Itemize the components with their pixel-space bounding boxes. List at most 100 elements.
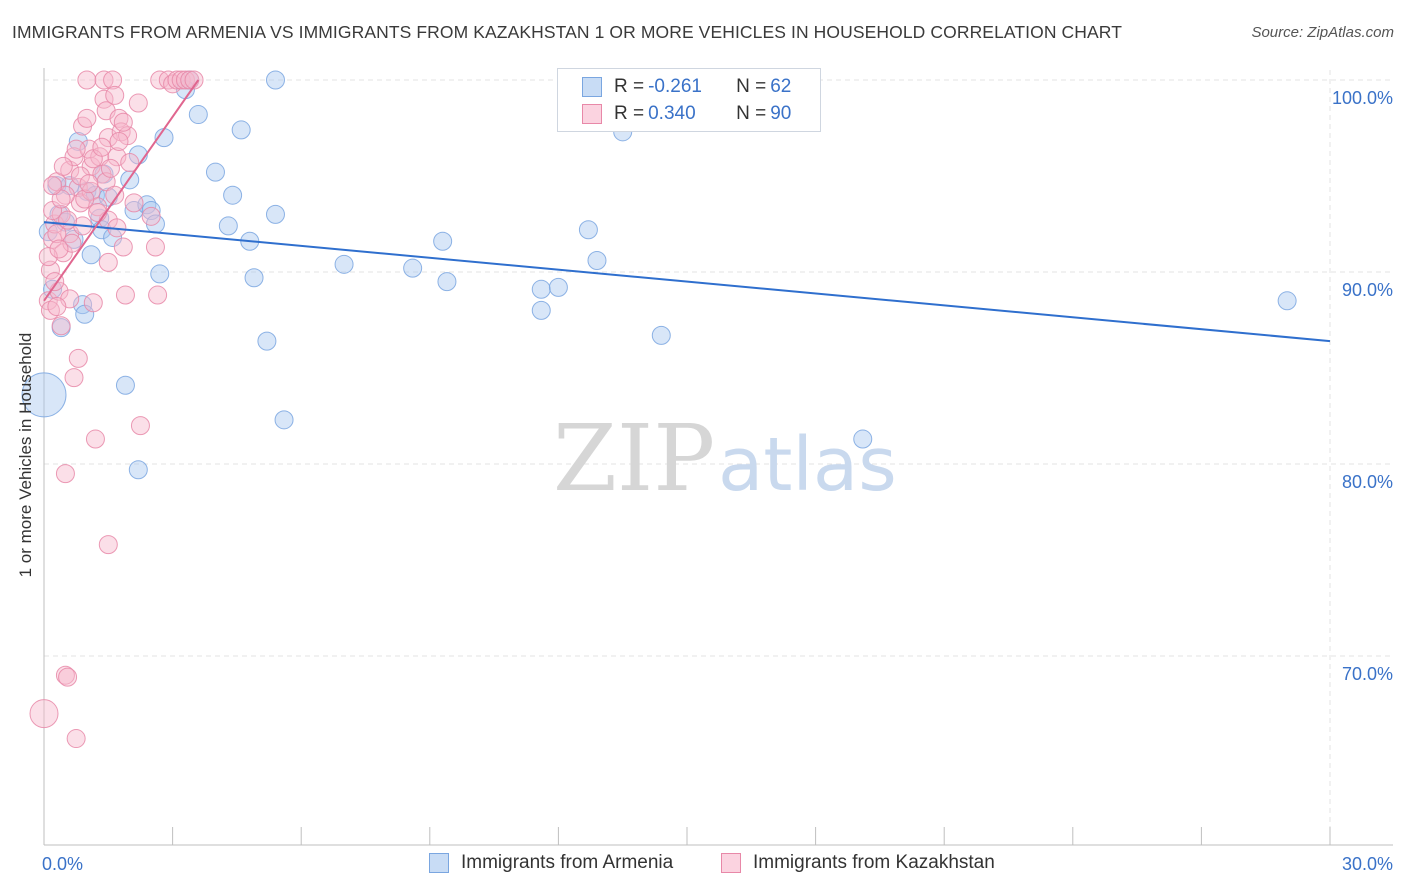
kazakhstan-point[interactable]: [98, 128, 118, 148]
kazakhstan-point[interactable]: [77, 108, 97, 128]
armenia-point[interactable]: [433, 231, 453, 251]
armenia-point[interactable]: [188, 105, 208, 125]
x-tick-label: 30.0%: [1342, 854, 1393, 874]
y-tick-label: 100.0%: [1332, 88, 1393, 108]
kazakhstan-point[interactable]: [141, 206, 161, 226]
armenia-point[interactable]: [231, 120, 251, 140]
legend-kazakhstan-label: Immigrants from Kazakhstan: [753, 852, 995, 873]
watermark-atlas: atlas: [718, 422, 897, 508]
armenia-point[interactable]: [81, 245, 101, 265]
armenia-r-value: -0.261: [648, 76, 702, 97]
kazakhstan-point[interactable]: [120, 153, 140, 173]
y-axis-label: 1 or more Vehicles in Household: [16, 332, 35, 578]
armenia-point[interactable]: [578, 220, 598, 240]
armenia-point[interactable]: [403, 258, 423, 278]
kazakhstan-point[interactable]: [75, 189, 95, 209]
kazakhstan-point[interactable]: [103, 70, 123, 90]
kazakhstan-point[interactable]: [100, 158, 120, 178]
kazakhstan-point[interactable]: [68, 348, 88, 368]
kazakhstan-point[interactable]: [79, 174, 99, 194]
chart-title: IMMIGRANTS FROM ARMENIA VS IMMIGRANTS FR…: [12, 22, 1123, 42]
armenia-point[interactable]: [531, 279, 551, 299]
kazakhstan-point[interactable]: [128, 93, 148, 113]
armenia-point[interactable]: [548, 277, 568, 297]
legend-item-kazakhstan[interactable]: Immigrants from Kazakhstan: [721, 852, 995, 874]
armenia-point[interactable]: [218, 216, 238, 236]
kazakhstan-point[interactable]: [98, 252, 118, 272]
armenia-point[interactable]: [128, 460, 148, 480]
armenia-point[interactable]: [437, 272, 457, 292]
armenia-point[interactable]: [244, 268, 264, 288]
armenia-point[interactable]: [115, 375, 135, 395]
armenia-point[interactable]: [265, 70, 285, 90]
y-tick-label: 90.0%: [1342, 280, 1393, 300]
kazakhstan-point[interactable]: [94, 89, 114, 109]
kazakhstan-r-label: R =: [614, 103, 645, 124]
kazakhstan-point[interactable]: [115, 285, 135, 305]
kazakhstan-point[interactable]: [77, 70, 97, 90]
armenia-point[interactable]: [1277, 291, 1297, 311]
kazakhstan-point[interactable]: [66, 729, 86, 749]
armenia-point[interactable]: [21, 372, 67, 418]
kazakhstan-point[interactable]: [43, 176, 63, 196]
armenia-point[interactable]: [265, 204, 285, 224]
kazakhstan-point[interactable]: [64, 147, 84, 167]
kazakhstan-point[interactable]: [29, 699, 59, 729]
stats-box: R = -0.261 N = 62 R = 0.340 N = 90: [557, 68, 821, 132]
kazakhstan-point[interactable]: [64, 368, 84, 388]
stats-row-kazakhstan: R = 0.340 N = 90: [582, 101, 791, 127]
kazakhstan-point[interactable]: [49, 239, 69, 259]
kazakhstan-point[interactable]: [107, 147, 127, 167]
kazakhstan-point[interactable]: [58, 667, 78, 687]
kazakhstan-point[interactable]: [53, 156, 73, 176]
armenia-point[interactable]: [205, 162, 225, 182]
kazakhstan-point[interactable]: [88, 202, 108, 222]
legend-armenia-label: Immigrants from Armenia: [461, 852, 674, 873]
kazakhstan-point[interactable]: [47, 297, 67, 317]
kazakhstan-point[interactable]: [92, 137, 112, 157]
armenia-point[interactable]: [68, 131, 88, 151]
kazakhstan-point[interactable]: [45, 272, 65, 292]
kazakhstan-point[interactable]: [124, 193, 144, 213]
kazakhstan-point[interactable]: [51, 189, 71, 209]
kazakhstan-point[interactable]: [98, 535, 118, 555]
kazakhstan-point[interactable]: [62, 233, 82, 253]
watermark-zip: ZIP: [553, 405, 715, 512]
kazakhstan-point[interactable]: [148, 285, 168, 305]
kazakhstan-point[interactable]: [109, 131, 129, 151]
kazakhstan-r-value: 0.340: [648, 103, 696, 124]
armenia-point[interactable]: [853, 429, 873, 449]
kazakhstan-point[interactable]: [83, 293, 103, 313]
kazakhstan-point[interactable]: [130, 416, 150, 436]
kazakhstan-point[interactable]: [55, 464, 75, 484]
kazakhstan-point[interactable]: [184, 70, 204, 90]
armenia-point[interactable]: [257, 331, 277, 351]
armenia-point[interactable]: [587, 250, 607, 270]
kazakhstan-point[interactable]: [105, 185, 125, 205]
kazakhstan-point[interactable]: [47, 224, 67, 244]
kazakhstan-n-label: N =: [736, 103, 767, 124]
armenia-point[interactable]: [651, 325, 671, 345]
armenia-point[interactable]: [334, 254, 354, 274]
kazakhstan-point[interactable]: [85, 429, 105, 449]
armenia-point[interactable]: [531, 300, 551, 320]
armenia-point[interactable]: [150, 264, 170, 284]
kazakhstan-point[interactable]: [105, 85, 125, 105]
legend-item-armenia[interactable]: Immigrants from Armenia: [429, 852, 673, 874]
kazakhstan-point[interactable]: [38, 247, 58, 267]
armenia-swatch: [582, 77, 602, 97]
legend-kazakhstan-swatch: [721, 853, 741, 873]
armenia-point[interactable]: [124, 201, 144, 221]
kazakhstan-point[interactable]: [113, 112, 133, 132]
kazakhstan-point[interactable]: [113, 237, 133, 257]
legend: Immigrants from Armenia Immigrants from …: [0, 852, 1406, 878]
armenia-point[interactable]: [274, 410, 294, 430]
kazakhstan-point[interactable]: [58, 210, 78, 230]
stats-row-armenia: R = -0.261 N = 62: [582, 74, 791, 100]
kazakhstan-point[interactable]: [51, 316, 71, 336]
armenia-point[interactable]: [223, 185, 243, 205]
kazakhstan-point[interactable]: [66, 139, 86, 159]
kazakhstan-point[interactable]: [145, 237, 165, 257]
y-tick-label: 70.0%: [1342, 664, 1393, 684]
